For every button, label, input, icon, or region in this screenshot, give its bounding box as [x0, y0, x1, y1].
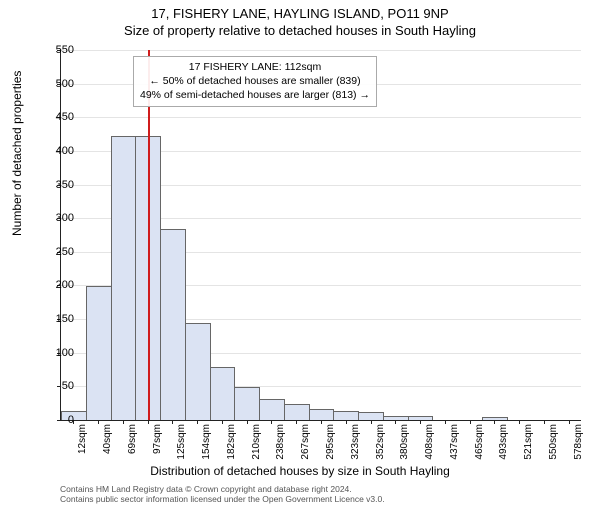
- ytick-label: 100: [40, 347, 74, 359]
- xtick-label: 125sqm: [176, 424, 187, 460]
- ytick-label: 450: [40, 111, 74, 123]
- ytick-label: 200: [40, 279, 74, 291]
- xtick-mark: [544, 420, 545, 424]
- xtick-mark: [98, 420, 99, 424]
- xtick-mark: [420, 420, 421, 424]
- xtick-mark: [123, 420, 124, 424]
- chart-container: 17, FISHERY LANE, HAYLING ISLAND, PO11 9…: [0, 6, 600, 506]
- ytick-label: 550: [40, 44, 74, 56]
- annotation-line: 49% of semi-detached houses are larger (…: [140, 88, 370, 102]
- ytick-label: 300: [40, 212, 74, 224]
- xtick-label: 295sqm: [325, 424, 336, 460]
- xtick-label: 408sqm: [424, 424, 435, 460]
- xtick-mark: [172, 420, 173, 424]
- histogram-bar: [259, 399, 285, 420]
- xtick-label: 154sqm: [201, 424, 212, 460]
- histogram-bar: [358, 412, 384, 420]
- xtick-label: 40sqm: [102, 424, 113, 454]
- xtick-label: 69sqm: [127, 424, 138, 454]
- footer-line-2: Contains public sector information licen…: [60, 494, 385, 504]
- xtick-label: 578sqm: [573, 424, 584, 460]
- xtick-label: 493sqm: [498, 424, 509, 460]
- xtick-label: 380sqm: [399, 424, 410, 460]
- annotation-box: 17 FISHERY LANE: 112sqm← 50% of detached…: [133, 56, 377, 107]
- histogram-bar: [160, 229, 186, 420]
- xtick-mark: [445, 420, 446, 424]
- xtick-label: 97sqm: [152, 424, 163, 454]
- xtick-mark: [148, 420, 149, 424]
- xtick-mark: [470, 420, 471, 424]
- gridline-h: [61, 50, 581, 51]
- histogram-bar: [86, 286, 112, 420]
- xtick-label: 238sqm: [275, 424, 286, 460]
- annotation-line: ← 50% of detached houses are smaller (83…: [140, 74, 370, 88]
- xtick-label: 210sqm: [251, 424, 262, 460]
- xtick-mark: [395, 420, 396, 424]
- xtick-label: 182sqm: [226, 424, 237, 460]
- histogram-bar: [284, 404, 310, 420]
- chart-title-sub: Size of property relative to detached ho…: [0, 23, 600, 38]
- histogram-bar: [309, 409, 335, 420]
- xtick-label: 323sqm: [350, 424, 361, 460]
- xtick-label: 267sqm: [300, 424, 311, 460]
- ytick-label: 50: [40, 380, 74, 392]
- xtick-label: 352sqm: [375, 424, 386, 460]
- xtick-mark: [197, 420, 198, 424]
- ytick-label: 350: [40, 179, 74, 191]
- xtick-mark: [371, 420, 372, 424]
- chart-title-main: 17, FISHERY LANE, HAYLING ISLAND, PO11 9…: [0, 6, 600, 21]
- y-axis-label: Number of detached properties: [10, 71, 24, 236]
- xtick-label: 521sqm: [523, 424, 534, 460]
- annotation-line: 17 FISHERY LANE: 112sqm: [140, 60, 370, 74]
- x-axis-label: Distribution of detached houses by size …: [0, 464, 600, 478]
- xtick-label: 550sqm: [548, 424, 559, 460]
- xtick-mark: [222, 420, 223, 424]
- histogram-bar: [111, 136, 137, 420]
- ytick-label: 250: [40, 246, 74, 258]
- xtick-label: 465sqm: [474, 424, 485, 460]
- xtick-mark: [321, 420, 322, 424]
- xtick-mark: [346, 420, 347, 424]
- footer-line-1: Contains HM Land Registry data © Crown c…: [60, 484, 385, 494]
- histogram-bar: [333, 411, 359, 420]
- chart-area: 12sqm40sqm69sqm97sqm125sqm154sqm182sqm21…: [60, 50, 580, 420]
- xtick-mark: [296, 420, 297, 424]
- footer-attribution: Contains HM Land Registry data © Crown c…: [60, 484, 385, 504]
- xtick-label: 437sqm: [449, 424, 460, 460]
- xtick-mark: [247, 420, 248, 424]
- histogram-bar: [185, 323, 211, 420]
- xtick-mark: [519, 420, 520, 424]
- histogram-bar: [210, 367, 236, 420]
- ytick-label: 500: [40, 78, 74, 90]
- ytick-label: 400: [40, 145, 74, 157]
- ytick-label: 0: [40, 414, 74, 426]
- xtick-label: 12sqm: [77, 424, 88, 454]
- histogram-bar: [234, 387, 260, 420]
- ytick-label: 150: [40, 313, 74, 325]
- xtick-mark: [271, 420, 272, 424]
- xtick-mark: [494, 420, 495, 424]
- xtick-mark: [569, 420, 570, 424]
- gridline-h: [61, 117, 581, 118]
